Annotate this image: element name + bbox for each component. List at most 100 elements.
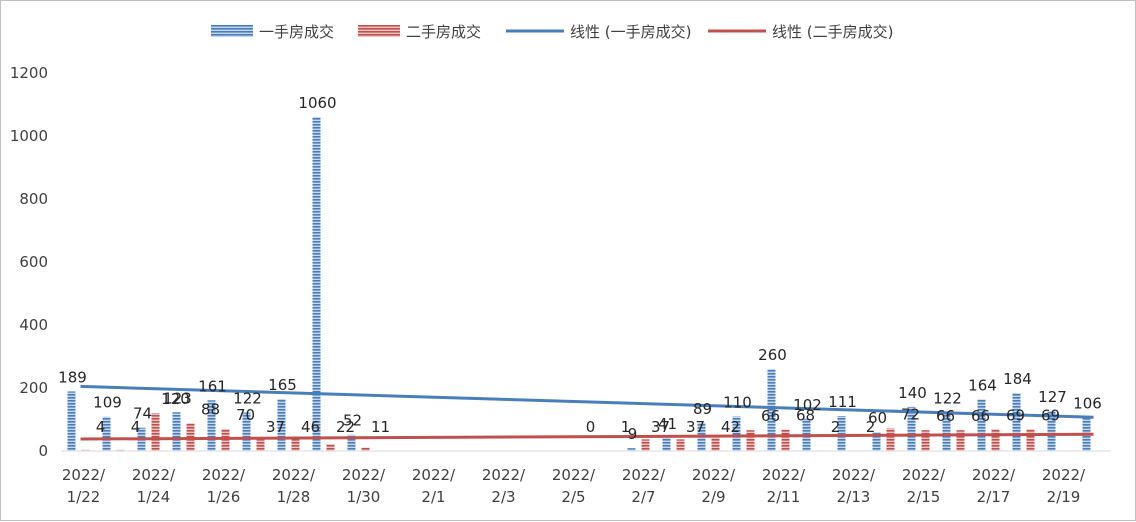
bar-resale-home [151,413,160,451]
data-label: 88 [201,400,220,418]
data-label: 122 [933,390,962,408]
bar-resale-home [641,439,650,451]
legend-label: 线性 (二手房成交) [772,23,893,41]
data-label: 102 [793,396,822,414]
data-label: 37 [651,418,670,436]
bar-resale-home [291,436,300,451]
legend-item: 线性 (二手房成交) [708,23,893,41]
bar-resale-home [746,430,755,451]
bar-resale-home [921,430,930,451]
x-tick-label: 2022/2/3 [482,466,526,506]
x-tick-label: 2022/2/19 [1042,466,1086,506]
bar-new-home [977,399,986,451]
y-tick-label: 1000 [10,127,48,145]
bars [67,117,1091,452]
x-tick-label: 2022/2/13 [832,466,876,506]
data-label: 70 [236,406,255,424]
data-label: 69 [1006,406,1025,424]
data-label: 4 [96,418,106,436]
bar-new-home [907,406,916,451]
data-label: 89 [693,400,712,418]
y-tick-label: 1200 [10,64,48,82]
legend-item: 一手房成交 [211,23,334,41]
bar-resale-home [991,429,1000,451]
legend-swatch [358,25,400,37]
bar-new-home [277,399,286,451]
x-tick-label: 2022/2/17 [972,466,1016,506]
bar-new-home [767,369,776,451]
data-label: 74 [133,405,152,423]
legend-item: 二手房成交 [358,23,481,41]
bar-new-home [732,416,741,451]
data-label: 1 [621,418,631,436]
legend: 一手房成交 二手房成交 线性 (一手房成交) 线性 (二手房成交) [211,23,893,41]
legend-swatch [211,25,253,37]
data-label: 4 [131,418,141,436]
y-tick-label: 800 [19,190,48,208]
x-axis: 2022/1/22 2022/1/24 2022/1/26 2022/1/28 2022… [61,450,1111,506]
data-label: 37 [686,418,705,436]
bar-resale-home [781,429,790,451]
data-label: 110 [723,393,752,411]
data-label: 122 [233,390,262,408]
bar-new-home [1047,410,1056,451]
bar-new-home [1012,393,1021,451]
data-label: 165 [268,376,297,394]
data-label: 72 [901,405,920,423]
bar-new-home [312,117,321,451]
data-label: 164 [968,376,997,394]
bar-resale-home [676,439,685,451]
data-label: 42 [721,418,740,436]
bar-resale-home [886,428,895,451]
data-label: 46 [301,418,320,436]
bar-new-home [662,438,671,451]
y-tick-label: 200 [19,379,48,397]
data-label: 66 [971,407,990,425]
x-tick-label: 2022/1/28 [272,466,316,506]
bar-new-home [837,416,846,451]
bar-new-home [347,434,356,451]
data-label: 1060 [298,94,336,112]
data-label: 161 [198,377,227,395]
data-label: 41 [658,415,677,433]
bar-resale-home [221,428,230,451]
y-axis: 0 200 400 600 800 1000 1200 [10,64,48,460]
data-label: 123 [163,389,192,407]
data-label: 68 [796,407,815,425]
bar-resale-home [1026,429,1035,451]
y-tick-label: 600 [19,253,48,271]
bar-resale-home [361,447,370,451]
data-label: 2 [831,418,841,436]
x-tick-label: 2022/2/7 [622,466,666,506]
y-tick-label: 400 [19,316,48,334]
bar-resale-home [81,449,90,451]
data-label: 111 [828,393,857,411]
trendline-resale-home [80,432,1094,441]
data-label: 120 [161,390,190,408]
legend-label: 一手房成交 [259,23,334,41]
bar-new-home [242,412,251,451]
x-tick-label: 2022/2/15 [902,466,946,506]
data-label: 66 [761,407,780,425]
x-tick-label: 2022/2/11 [762,466,806,506]
data-label: 11 [371,418,390,436]
legend-label: 二手房成交 [406,23,481,41]
bar-resale-home [711,437,720,451]
bar-resale-home [326,444,335,451]
y-tick-label: 0 [38,442,48,460]
bar-resale-home [116,449,125,451]
data-label: 109 [93,394,122,412]
data-label: 260 [758,346,787,364]
trendlines [80,384,1094,441]
bar-resale-home [256,439,265,451]
data-label: 127 [1038,388,1067,406]
data-label: 140 [898,384,927,402]
bar-new-home [102,416,111,451]
trendline-new-home [80,384,1094,419]
bar-new-home [942,412,951,451]
data-label: 60 [868,409,887,427]
data-label: 184 [1003,370,1032,388]
bar-new-home [67,391,76,451]
